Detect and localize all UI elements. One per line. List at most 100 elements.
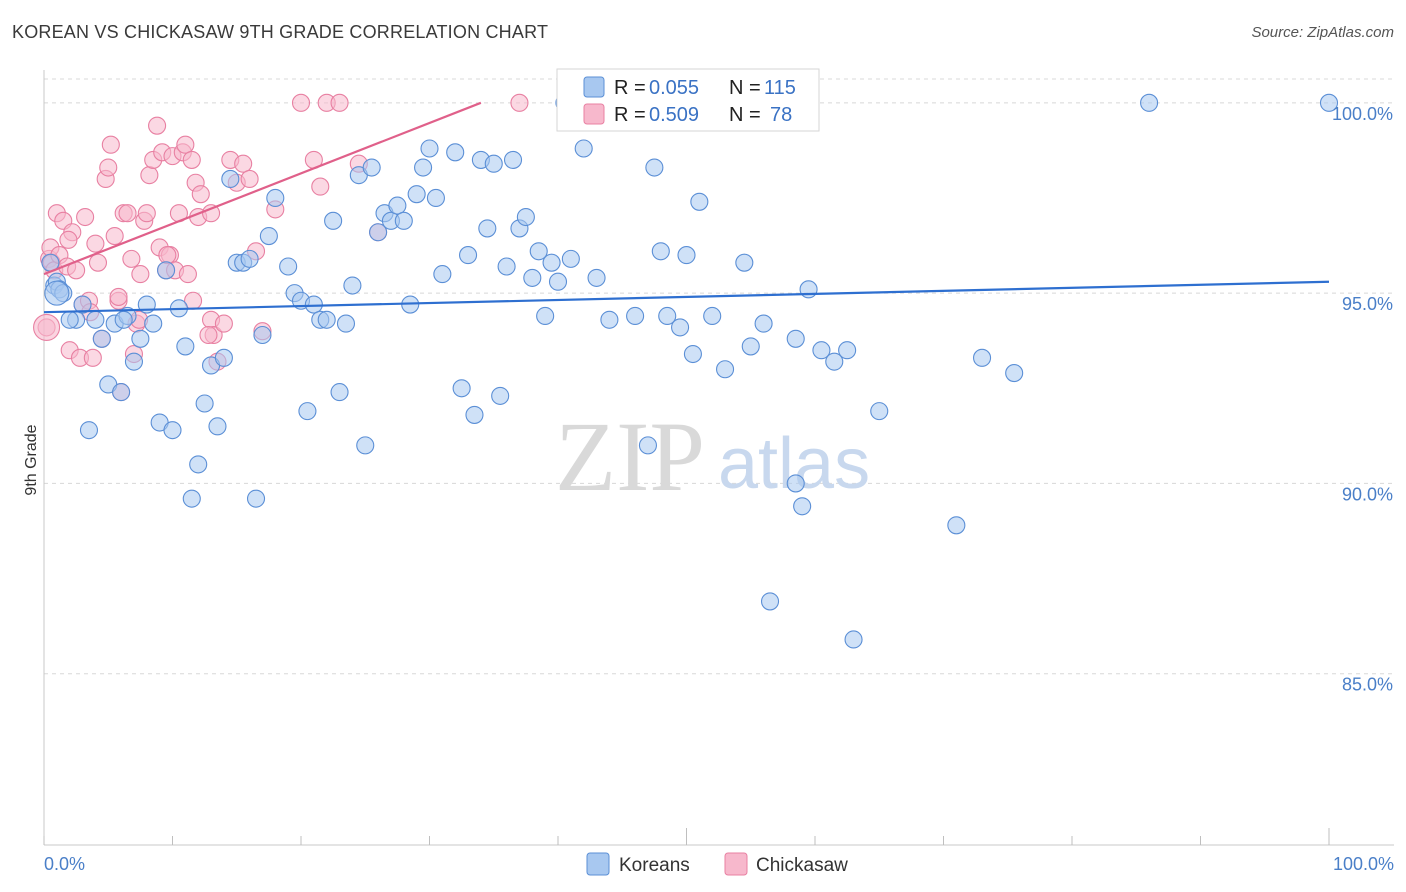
chickasaw-point [182,150,201,169]
chickasaw-point [76,207,95,227]
korean-point [79,421,99,440]
korean-point [735,253,754,272]
bottom-legend-swatch-chickasaw [724,852,748,876]
korean-point [356,436,375,455]
korean-point [259,226,278,246]
korean-point [44,280,70,306]
korean-point [838,341,857,360]
korean-point [741,337,760,356]
korean-point [131,329,150,348]
y-tick-label-100: 100.0% [1332,104,1393,124]
chickasaw-point [214,314,233,333]
korean-point [246,489,266,508]
chickasaw-point [202,204,221,223]
korean-point [343,276,362,295]
x-tick-label-max: 100.0% [1333,854,1394,874]
korean-point [157,261,176,280]
y-tick-labels: 85.0% 90.0% 95.0% 100.0% [1332,104,1393,695]
korean-point [812,341,831,360]
chickasaw-point [88,253,108,272]
legend-r-label-chickasaw: R = [614,104,646,126]
chickasaw-point [148,116,167,135]
korean-point [253,325,272,345]
korean-point [760,592,780,611]
korean-point [458,246,478,265]
korean-point [369,223,388,242]
korean-point [677,246,696,265]
korean-point [414,158,433,177]
chickasaw-point [59,230,78,249]
korean-point [266,188,285,208]
korean-point [516,207,535,227]
korean-point [561,249,580,268]
korean-point [947,516,966,535]
korean-point [214,348,233,367]
chickasaw-point [86,234,105,253]
korean-point [279,257,298,276]
korean-point [703,306,722,326]
chickasaw-point [105,226,124,246]
trend-line-koreans [43,280,1330,314]
legend-swatch-koreans [583,76,605,98]
korean-point [548,272,568,291]
korean-point [1005,364,1024,383]
korean-point [715,360,735,379]
chickasaw-point [199,325,218,345]
korean-point [73,295,92,314]
legend-swatch-chickasaw [583,103,605,125]
korean-point [394,211,413,230]
bottom-legend-label-koreans: Koreans [619,855,690,876]
korean-point [825,352,844,371]
korean-point [433,265,452,284]
korean-point [536,306,555,326]
legend-n-label-chickasaw: N = [729,104,761,126]
korean-point [972,348,992,367]
korean-point [240,249,259,268]
chickasaw-point [178,265,197,284]
korean-point [465,405,484,424]
korean-point [690,192,709,211]
legend-n-value-koreans: 115 [764,77,796,99]
korean-point [324,211,343,230]
bottom-legend: Koreans Chickasaw [586,852,848,876]
korean-point [92,329,111,348]
korean-point [503,150,523,169]
legend-r-label-koreans: R = [614,77,646,99]
chickasaw-point [122,249,141,268]
trend-line-chickasaw [43,101,482,276]
chickasaw-point [234,154,253,173]
korean-point [651,242,670,261]
korean-point [786,474,805,493]
y-tick-label-90: 90.0% [1342,484,1393,504]
korean-point [86,310,105,329]
legend-n-label-koreans: N = [729,77,761,99]
korean-point [754,314,773,333]
chickasaw-point [83,348,102,367]
korean-point [658,306,677,326]
korean-point [112,383,131,402]
korean-point [638,436,658,455]
korean-point [60,310,79,329]
korean-point [497,257,516,276]
korean-point [844,630,863,649]
korean-point [362,158,381,177]
legend-r-value-koreans: 0.055 [649,77,699,99]
korean-point [420,139,439,158]
korean-point [176,337,195,356]
legend-r-value-chickasaw: 0.509 [649,104,699,126]
x-ticks [43,828,1330,845]
chickasaw-point [118,204,137,223]
korean-point [124,352,143,371]
korean-point [388,196,407,215]
trend-lines [43,101,1330,314]
korean-point [452,379,471,398]
chickasaw-point [33,313,61,341]
series-chickasaw [33,93,529,402]
watermark: ZIP atlas [555,401,870,512]
korean-point [114,310,133,329]
chickasaw-point [240,169,259,189]
source-credit: Source: ZipAtlas.com [1251,24,1394,41]
korean-point [626,306,645,326]
korean-point [1319,93,1339,112]
